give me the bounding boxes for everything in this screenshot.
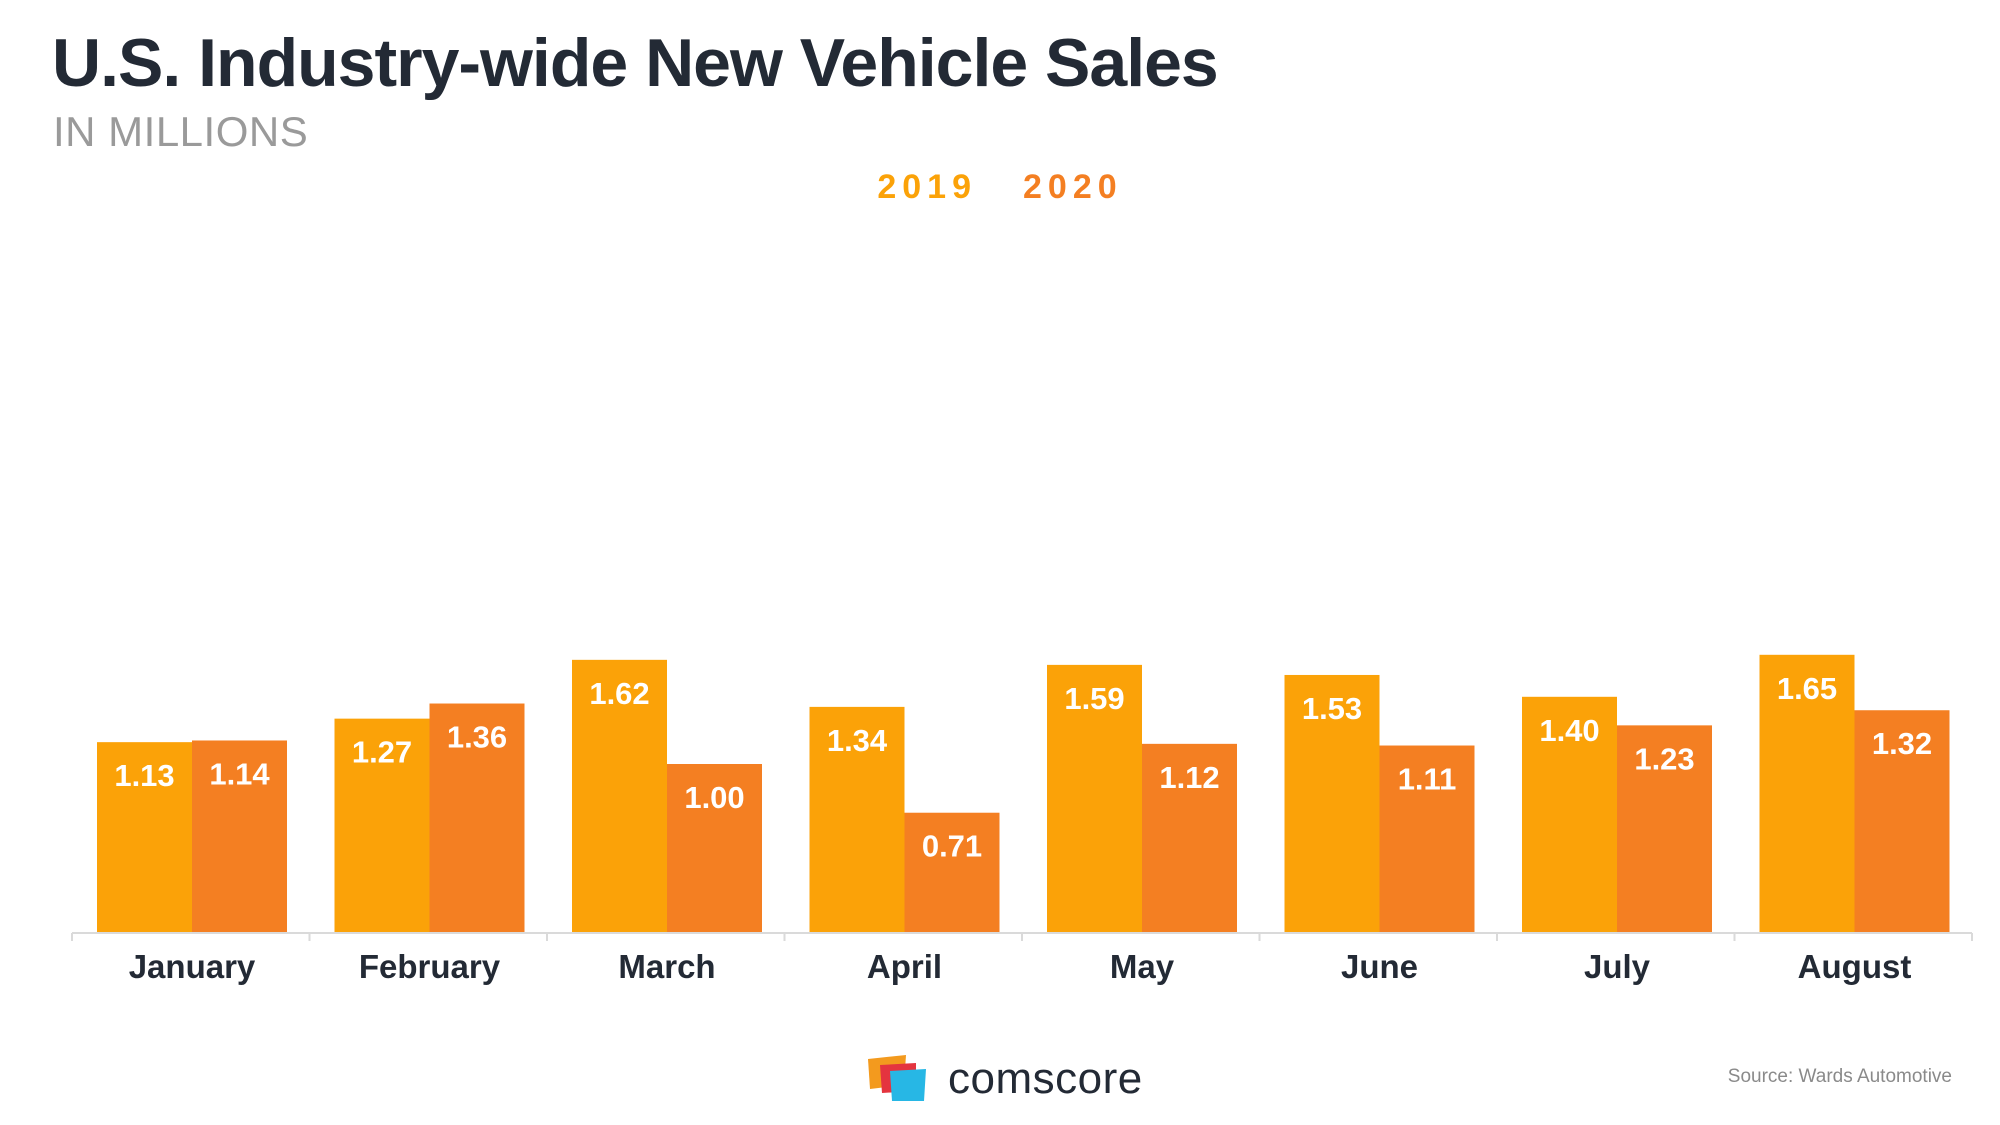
comscore-logo-icon bbox=[868, 1055, 926, 1101]
data-label-2019-august: 1.65 bbox=[1777, 671, 1837, 706]
bar-2020-february bbox=[429, 703, 525, 932]
bar-2019-april bbox=[809, 706, 905, 932]
bar-2020-march bbox=[667, 764, 762, 932]
logo-name: comscore bbox=[948, 1054, 1143, 1103]
chart-title: U.S. Industry-wide New Vehicle Sales bbox=[52, 25, 1219, 101]
bar-2019-february bbox=[334, 718, 430, 932]
data-label-2019-march: 1.62 bbox=[589, 676, 649, 711]
bar-2019-may bbox=[1047, 664, 1142, 932]
x-tick-label-april: April bbox=[867, 948, 942, 985]
data-label-2019-february: 1.27 bbox=[352, 735, 412, 770]
x-tick-label-july: July bbox=[1584, 948, 1651, 985]
data-label-2020-may: 1.12 bbox=[1159, 760, 1219, 795]
data-label-2019-may: 1.59 bbox=[1064, 681, 1124, 716]
data-label-2019-july: 1.40 bbox=[1539, 713, 1599, 748]
legend-2019: 2019 bbox=[877, 168, 977, 206]
legend: 2019 2020 bbox=[0, 168, 2000, 207]
bar-2019-july bbox=[1522, 696, 1617, 932]
bar-2019-january bbox=[97, 742, 192, 932]
data-label-2020-august: 1.32 bbox=[1872, 726, 1932, 761]
x-tick-label-january: January bbox=[129, 948, 256, 985]
bar-2020-august bbox=[1854, 710, 1950, 932]
data-label-2019-april: 1.34 bbox=[827, 723, 888, 758]
data-label-2020-july: 1.23 bbox=[1634, 741, 1694, 776]
comscore-logo: comscore bbox=[866, 1054, 1143, 1104]
legend-2020: 2020 bbox=[1023, 168, 1123, 206]
bar-2020-june bbox=[1379, 745, 1475, 932]
x-tick-label-march: March bbox=[618, 948, 715, 985]
bar-2020-may bbox=[1142, 743, 1237, 932]
bar-2019-june bbox=[1284, 674, 1380, 932]
bar-2020-july bbox=[1617, 725, 1712, 932]
bar-2020-january bbox=[192, 740, 287, 932]
x-tick-label-february: February bbox=[359, 948, 501, 985]
data-label-2020-june: 1.11 bbox=[1398, 762, 1457, 797]
bar-2019-march bbox=[572, 659, 667, 932]
data-label-2019-june: 1.53 bbox=[1302, 691, 1362, 726]
data-label-2020-april: 0.71 bbox=[922, 829, 982, 864]
source-note: Source: Wards Automotive bbox=[1727, 1066, 1952, 1087]
x-tick-label-august: August bbox=[1798, 948, 1912, 985]
data-label-2020-february: 1.36 bbox=[447, 720, 507, 755]
chart-subtitle: IN MILLIONS bbox=[53, 108, 309, 155]
data-label-2020-march: 1.00 bbox=[684, 780, 744, 815]
bar-2020-april bbox=[904, 812, 1000, 932]
data-label-2019-january: 1.13 bbox=[114, 758, 174, 793]
data-label-2020-january: 1.14 bbox=[209, 756, 270, 791]
bar-2019-august bbox=[1759, 654, 1855, 932]
x-tick-label-june: June bbox=[1341, 948, 1418, 985]
x-tick-label-may: May bbox=[1110, 948, 1175, 985]
